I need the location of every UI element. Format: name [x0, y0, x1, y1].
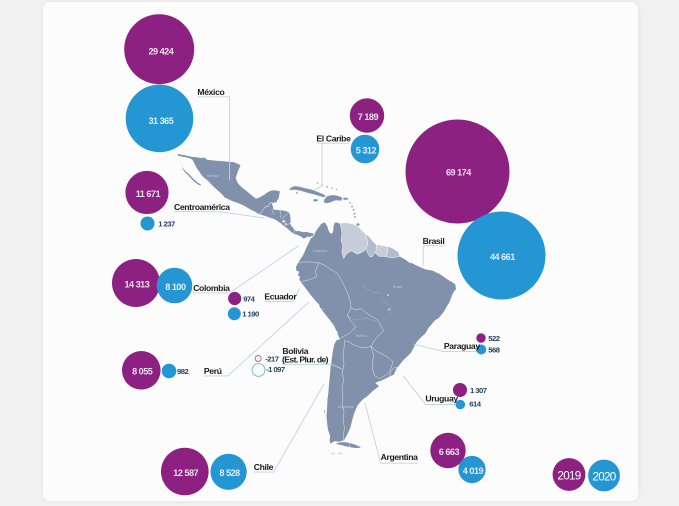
- svg-text:14 313: 14 313: [124, 279, 149, 289]
- svg-text:(Est. Plur. de): (Est. Plur. de): [282, 355, 329, 365]
- svg-text:México: México: [197, 87, 224, 97]
- svg-text:1 190: 1 190: [242, 310, 259, 319]
- svg-text:6 663: 6 663: [439, 447, 460, 457]
- svg-text:5 312: 5 312: [356, 145, 377, 155]
- svg-text:Centroamérica: Centroamérica: [174, 202, 230, 212]
- svg-text:8 528: 8 528: [219, 468, 240, 478]
- svg-text:8 055: 8 055: [132, 367, 153, 377]
- svg-text:Argentina: Argentina: [381, 452, 419, 462]
- svg-text:69 174: 69 174: [446, 168, 472, 178]
- svg-text:-217: -217: [265, 355, 278, 364]
- svg-text:Perú: Perú: [204, 366, 222, 376]
- svg-text:974: 974: [243, 294, 255, 303]
- svg-text:México: México: [207, 174, 218, 178]
- svg-text:12 587: 12 587: [173, 468, 198, 478]
- svg-text:-1 097: -1 097: [266, 365, 285, 374]
- svg-text:Brasil: Brasil: [393, 285, 402, 289]
- svg-text:29 424: 29 424: [148, 46, 174, 56]
- svg-text:11 671: 11 671: [136, 189, 161, 199]
- svg-text:Paraguay: Paraguay: [444, 341, 480, 351]
- svg-text:El Caribe: El Caribe: [316, 134, 351, 144]
- svg-text:Argentina: Argentina: [338, 405, 353, 409]
- svg-text:Bolivia: Bolivia: [282, 346, 308, 356]
- svg-text:7 189: 7 189: [358, 112, 379, 122]
- svg-text:Uruguay: Uruguay: [425, 393, 458, 403]
- svg-text:Colombia: Colombia: [193, 283, 230, 293]
- svg-text:2019: 2019: [557, 469, 580, 482]
- svg-text:1 237: 1 237: [158, 219, 175, 228]
- svg-text:1 307: 1 307: [470, 386, 487, 395]
- svg-text:4 019: 4 019: [463, 466, 484, 476]
- svg-text:Perú: Perú: [316, 307, 324, 311]
- svg-text:44 661: 44 661: [490, 252, 515, 262]
- svg-text:982: 982: [177, 367, 188, 376]
- svg-text:Ecuador: Ecuador: [264, 292, 297, 302]
- svg-text:614: 614: [469, 400, 481, 409]
- svg-text:Bolivia: Bolivia: [356, 334, 367, 338]
- svg-text:8 100: 8 100: [165, 282, 186, 292]
- svg-text:Chile: Chile: [254, 462, 274, 472]
- svg-text:31 365: 31 365: [148, 116, 173, 126]
- svg-text:Colombia: Colombia: [312, 249, 327, 253]
- svg-text:522: 522: [488, 334, 499, 343]
- svg-text:Brasil: Brasil: [423, 236, 445, 246]
- svg-text:568: 568: [488, 345, 500, 354]
- svg-text:2020: 2020: [592, 470, 616, 483]
